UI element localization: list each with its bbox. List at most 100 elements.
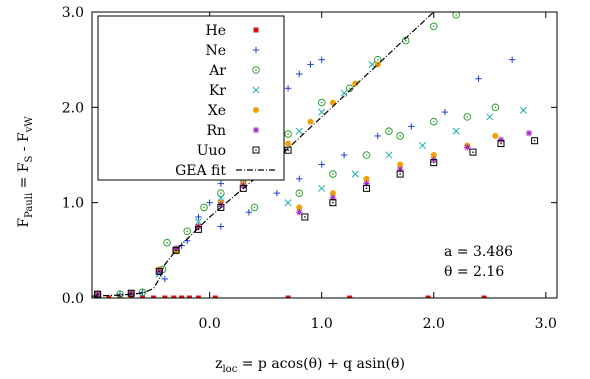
data-point-he bbox=[171, 295, 177, 298]
data-point-ne bbox=[296, 175, 303, 183]
data-point-he bbox=[285, 295, 291, 298]
data-point-he bbox=[162, 295, 168, 298]
legend: He Ne Ar Kr Xe Rn Uuo GEA fit bbox=[97, 15, 285, 181]
data-point-kr bbox=[418, 141, 427, 150]
data-point-ne bbox=[318, 161, 325, 168]
data-point-kr bbox=[318, 184, 326, 192]
legend-marker-uuo bbox=[252, 146, 260, 154]
y-tick-label: 1.0 bbox=[62, 196, 84, 212]
data-point-uuo bbox=[531, 137, 539, 145]
legend-marker-rn bbox=[252, 126, 260, 134]
data-point-ar bbox=[163, 238, 171, 247]
legend-marker-kr bbox=[252, 86, 260, 94]
legend-label-uuo: Uuo bbox=[197, 143, 226, 159]
data-point-ar bbox=[284, 130, 292, 138]
data-point-xe bbox=[430, 152, 437, 158]
data-point-rn bbox=[497, 136, 505, 143]
data-point-rn bbox=[464, 144, 471, 151]
data-point-rn bbox=[525, 129, 533, 137]
data-point-kr bbox=[340, 89, 348, 97]
data-point-he bbox=[186, 295, 192, 298]
data-point-ne bbox=[206, 199, 213, 206]
series-gea-fit bbox=[92, 12, 435, 297]
data-point-ar bbox=[429, 22, 438, 31]
plot-frame bbox=[91, 11, 558, 299]
data-point-ne bbox=[217, 223, 225, 230]
data-point-ne bbox=[441, 108, 449, 116]
data-point-xe bbox=[285, 140, 292, 147]
data-point-he bbox=[179, 295, 185, 298]
data-point-he bbox=[106, 295, 112, 298]
legend-label-kr: Kr bbox=[209, 83, 226, 99]
data-point-he bbox=[212, 295, 218, 298]
data-point-xe bbox=[363, 175, 370, 182]
data-point-ar bbox=[250, 203, 259, 212]
data-point-xe bbox=[296, 204, 303, 211]
data-point-kr bbox=[368, 60, 376, 68]
legend-label-he: He bbox=[206, 23, 227, 39]
x-tick-label: 1.0 bbox=[311, 316, 333, 332]
data-point-ar bbox=[452, 12, 460, 19]
data-point-ne bbox=[475, 75, 482, 82]
data-point-uuo bbox=[469, 148, 477, 156]
data-point-kr bbox=[295, 127, 303, 135]
data-point-kr bbox=[519, 106, 527, 114]
data-point-ar bbox=[317, 98, 326, 107]
data-point-rn bbox=[296, 209, 303, 216]
legend-marker-he bbox=[253, 27, 259, 33]
data-point-ne bbox=[245, 209, 253, 216]
data-point-uuo bbox=[301, 213, 309, 221]
data-point-ar bbox=[345, 84, 354, 93]
gea-fit-line bbox=[92, 12, 435, 297]
annotation-theta: θ = 2.16 bbox=[444, 264, 504, 280]
data-point-ar bbox=[396, 132, 404, 140]
legend-label-xe: Xe bbox=[208, 103, 226, 119]
data-point-ne bbox=[296, 70, 303, 78]
data-point-ne bbox=[273, 189, 281, 197]
data-point-ar bbox=[429, 117, 438, 126]
data-point-ne bbox=[307, 61, 314, 68]
x-tick-label: 3.0 bbox=[535, 316, 557, 332]
data-point-ar bbox=[295, 189, 304, 197]
data-point-kr bbox=[284, 199, 292, 207]
data-point-ar bbox=[183, 227, 192, 236]
data-point-ar bbox=[463, 113, 472, 121]
data-point-ar bbox=[138, 288, 147, 297]
data-point-uuo bbox=[396, 170, 404, 178]
data-point-he bbox=[139, 295, 145, 298]
x-tick-label: 2.0 bbox=[423, 316, 445, 332]
data-point-ar bbox=[385, 127, 393, 135]
data-point-xe bbox=[397, 161, 404, 168]
legend-label-gea-fit: GEA fit bbox=[175, 163, 226, 179]
x-axis-label: zloc = p acos(θ) + q asin(θ) bbox=[215, 356, 405, 375]
data-point-he bbox=[425, 295, 431, 298]
data-point-kr bbox=[217, 194, 225, 202]
data-point-kr bbox=[452, 127, 460, 135]
data-point-xe bbox=[307, 118, 314, 125]
data-point-kr bbox=[351, 170, 359, 178]
data-point-ar bbox=[200, 203, 208, 212]
legend-marker-ne bbox=[252, 46, 260, 54]
legend-box bbox=[97, 15, 285, 181]
data-point-uuo bbox=[497, 140, 505, 148]
data-point-he bbox=[151, 295, 157, 298]
data-point-ne bbox=[284, 85, 292, 92]
legend-label-ne: Ne bbox=[205, 43, 226, 59]
data-point-ne bbox=[318, 56, 325, 63]
data-point-uuo bbox=[329, 199, 337, 207]
data-point-uuo bbox=[94, 290, 102, 298]
y-axis-label: FPauli = FS - FvW bbox=[16, 116, 35, 228]
data-point-xe bbox=[329, 99, 336, 106]
data-point-ne bbox=[161, 275, 169, 283]
data-point-xe bbox=[492, 132, 499, 139]
legend-marker-xe bbox=[253, 107, 259, 113]
data-point-xe bbox=[329, 190, 336, 197]
series-he bbox=[106, 295, 487, 298]
data-point-he bbox=[347, 295, 353, 298]
data-point-ne bbox=[195, 213, 202, 221]
y-tick-label: 2.0 bbox=[62, 100, 84, 116]
data-point-kr bbox=[385, 151, 393, 159]
data-point-ar bbox=[362, 151, 371, 159]
legend-marker-ar bbox=[252, 66, 260, 74]
